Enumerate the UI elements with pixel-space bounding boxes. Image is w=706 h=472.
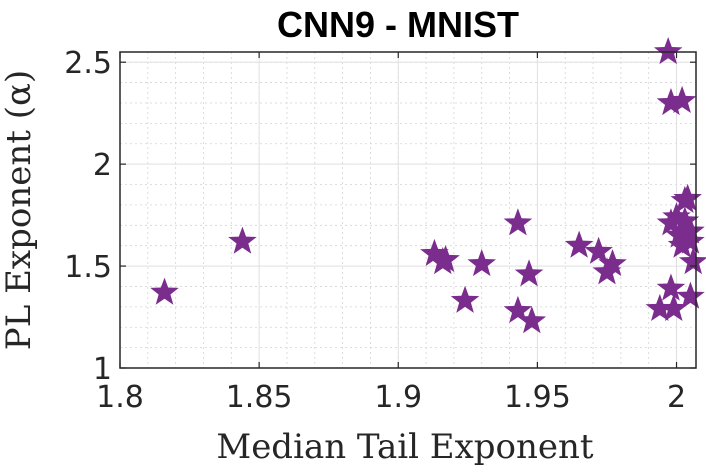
x-axis-ticks: 1.8 1.85 1.9 1.95 2 [96,52,686,415]
y-axis-label: PL Exponent (α) [0,70,39,350]
x-tick-label: 1.8 [96,380,144,415]
data-point-star [667,230,697,258]
plot-frame [119,51,697,369]
data-points [150,37,706,334]
x-tick-label: 1.85 [226,380,293,415]
data-point-star [676,226,705,254]
data-point-star [564,230,594,258]
data-point-star [503,295,533,324]
data-point-star [514,259,544,287]
data-point-star [678,246,706,275]
data-point-star [228,226,257,254]
x-axis-label: Median Tail Exponent [216,427,594,467]
data-point-star [431,244,460,273]
data-point-star [676,281,705,309]
x-tick-label: 1.95 [504,380,571,415]
x-tick-label: 1.9 [374,380,422,415]
y-tick-label: 2.5 [64,46,112,81]
data-point-star [656,87,686,116]
x-tick-label: 2 [667,380,686,415]
data-point-star [645,293,675,322]
data-point-star [670,206,700,234]
data-point-star [665,220,694,248]
chart-title: CNN9 - MNIST [277,4,519,45]
data-point-star [662,202,691,230]
data-point-star [450,285,480,313]
y-tick-label: 1 [93,352,112,387]
y-axis-ticks: 1 1.5 2 2.5 [64,46,696,387]
data-point-star [584,236,613,264]
y-tick-label: 2 [93,148,112,183]
data-point-star [653,37,683,65]
data-point-star [598,249,627,277]
plot-area [120,52,696,368]
data-point-star [656,273,686,301]
data-point-star [667,85,697,114]
data-point-star [150,277,179,305]
data-point-star [659,293,688,322]
data-point-star [673,183,702,211]
data-point-star [517,306,547,334]
data-point-star [503,208,533,236]
y-tick-label: 1.5 [64,250,112,285]
data-point-star [467,249,496,277]
data-point-star [420,238,449,266]
